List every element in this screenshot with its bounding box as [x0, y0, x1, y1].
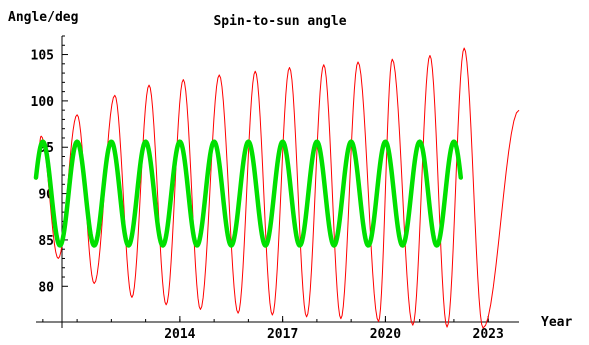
y-tick-label: 100	[31, 95, 55, 110]
y-tick-label: 85	[38, 234, 54, 249]
y-tick-label: 80	[38, 280, 54, 295]
y-tick-label: 105	[31, 49, 54, 64]
x-tick-label: 2014	[164, 327, 195, 342]
chart-title: Spin-to-sun angle	[213, 14, 346, 29]
x-tick-label: 2023	[473, 327, 504, 342]
x-axis-ticks: 2014 2017 2020 2023	[42, 316, 504, 342]
x-axis-label: Year	[541, 315, 572, 330]
series-line-green	[33, 139, 464, 248]
y-axis-label: Angle/deg	[8, 10, 78, 25]
x-tick-label: 2017	[267, 327, 298, 342]
x-tick-label: 2020	[370, 327, 401, 342]
